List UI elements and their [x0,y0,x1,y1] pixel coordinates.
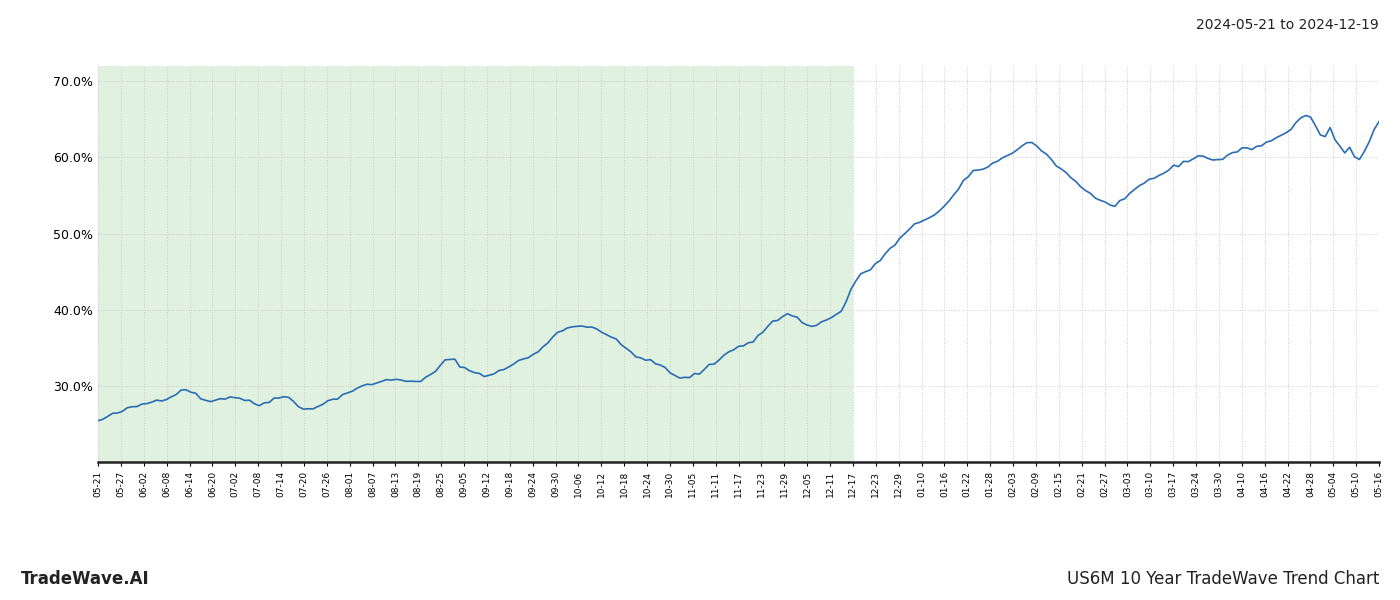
Text: TradeWave.AI: TradeWave.AI [21,570,150,588]
Bar [98,66,853,462]
Text: US6M 10 Year TradeWave Trend Chart: US6M 10 Year TradeWave Trend Chart [1067,570,1379,588]
Text: 2024-05-21 to 2024-12-19: 2024-05-21 to 2024-12-19 [1196,18,1379,32]
